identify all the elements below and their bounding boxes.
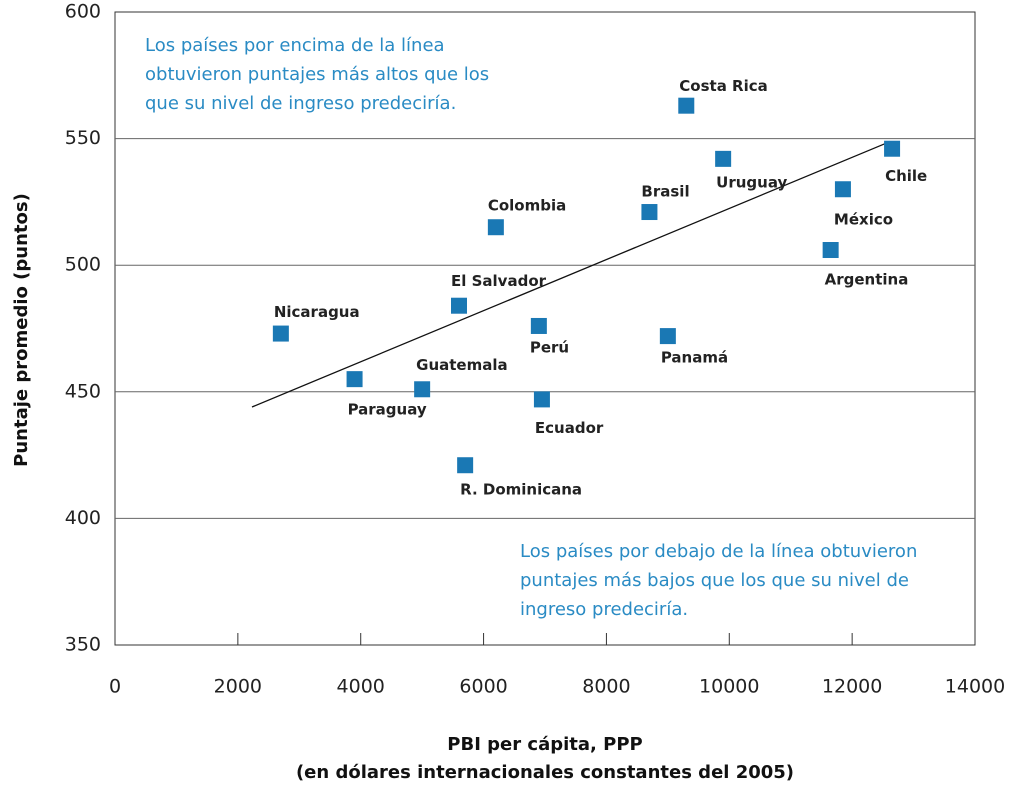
x-axis-label: PBI per cápita, PPP	[447, 734, 642, 755]
point	[451, 297, 467, 314]
trend-line	[251, 143, 886, 408]
y-axis-label: Puntaje promedio (puntos)	[11, 193, 32, 467]
y-tick-label: 500	[65, 254, 101, 276]
point-label: Costa Rica	[679, 77, 767, 95]
point	[530, 317, 547, 334]
point-label: El Salvador	[451, 272, 547, 290]
y-tick-label: 350	[65, 634, 101, 656]
y-tick-label: 450	[65, 380, 101, 402]
annotation: puntajes más bajos que los que su nivel …	[520, 570, 909, 591]
point	[487, 219, 504, 236]
point	[822, 242, 839, 259]
point-label: Ecuador	[535, 419, 604, 437]
x-tick-label: 8000	[582, 676, 630, 698]
x-tick-label: 2000	[214, 676, 262, 698]
x-tick-label: 10000	[699, 676, 759, 698]
x-tick-label: 14000	[945, 676, 1005, 698]
point-label: Argentina	[825, 271, 909, 289]
point	[346, 371, 363, 388]
point	[884, 140, 901, 157]
x-tick-label: 6000	[459, 676, 507, 698]
plot-frame	[114, 11, 976, 646]
point-label: México	[834, 211, 893, 229]
x-tick-label: 0	[109, 676, 121, 698]
x-tick-label: 12000	[822, 676, 882, 698]
point-label: R. Dominicana	[460, 481, 582, 499]
y-tick-label: 550	[65, 127, 101, 149]
point	[659, 328, 676, 345]
point-label: Nicaragua	[274, 303, 360, 321]
x-axis-label: (en dólares internacionales constantes d…	[296, 762, 794, 783]
point	[715, 150, 732, 167]
point-label: Perú	[530, 338, 569, 356]
point	[272, 325, 289, 342]
annotation: que su nivel de ingreso predeciría.	[145, 93, 456, 114]
annotation: Los países por encima de la línea	[145, 35, 445, 56]
point-label: Paraguay	[348, 401, 427, 419]
point-label: Chile	[885, 167, 927, 185]
point	[457, 457, 474, 474]
point-label: Colombia	[488, 197, 566, 215]
point-label: Panamá	[661, 349, 728, 367]
point	[414, 381, 431, 398]
point	[678, 97, 695, 114]
y-tick-label: 600	[65, 1, 101, 23]
point-label: Uruguay	[716, 173, 787, 191]
point-label: Guatemala	[416, 356, 507, 374]
point	[533, 391, 550, 408]
annotation: ingreso predeciría.	[520, 599, 688, 620]
point-label: Brasil	[641, 183, 689, 201]
annotation: obtuvieron puntajes más altos que los	[145, 64, 489, 85]
annotation: Los países por debajo de la línea obtuvi…	[520, 541, 917, 562]
point	[834, 181, 851, 198]
point	[641, 204, 658, 221]
x-tick-label: 4000	[337, 676, 385, 698]
y-tick-label: 400	[65, 507, 101, 529]
